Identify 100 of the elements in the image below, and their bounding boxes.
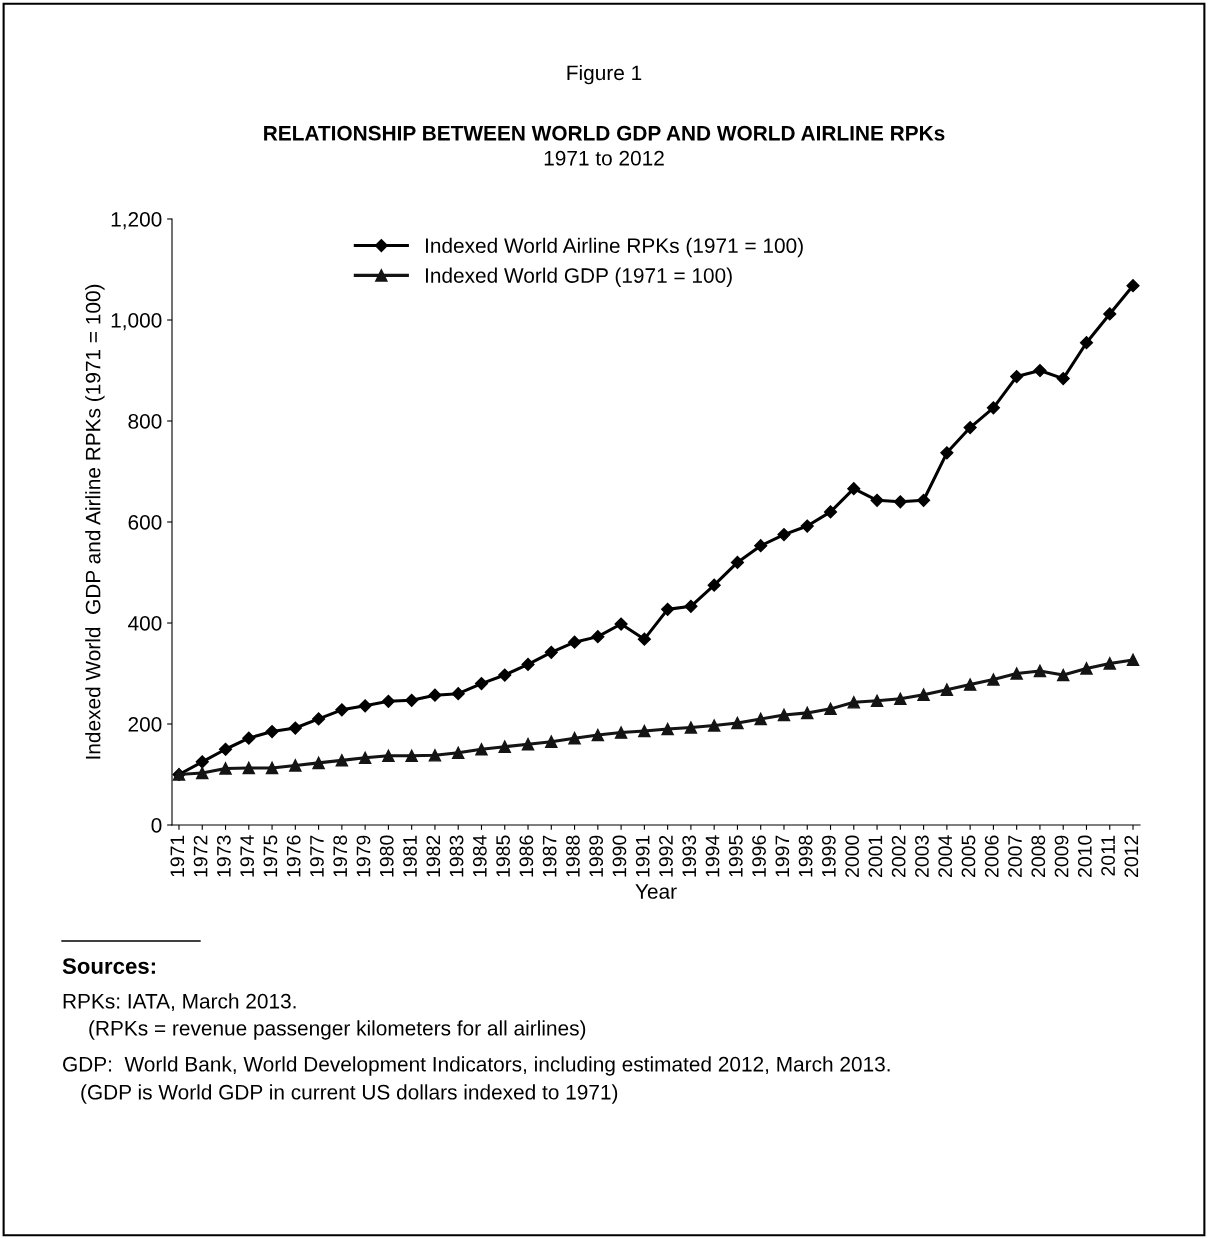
x-axis-title: Year [635, 884, 677, 899]
x-tick-label: 1994 [705, 835, 720, 877]
point [1010, 667, 1023, 680]
legend-label: Indexed World GDP (1971 = 100) [425, 267, 732, 287]
point [707, 719, 721, 732]
x-tick-label: 1984 [472, 835, 487, 877]
point [428, 749, 442, 762]
point [428, 688, 442, 702]
chart-title: RELATIONSHIP BETWEEN WORLD GDP AND WORLD AIRLINE RPKs [264, 125, 945, 141]
point [265, 761, 279, 775]
x-tick-label: 1972 [193, 835, 208, 877]
point [242, 761, 256, 775]
x-tick-label: 1991 [635, 835, 650, 877]
point [358, 751, 372, 765]
point [545, 735, 558, 748]
point [847, 696, 861, 709]
x-tick-label: 1985 [496, 835, 510, 877]
point [195, 755, 209, 769]
x-tick-label: 1981 [403, 835, 417, 877]
x-tick-label: 1975 [263, 835, 278, 877]
point [987, 673, 1000, 686]
point [940, 683, 954, 696]
text: (GDP is World GDP in current US dollars indexed to 1971) [81, 1084, 618, 1104]
x-tick-label: 1971 [170, 835, 185, 877]
point [219, 762, 232, 775]
x-tick-label: 1987 [542, 835, 557, 877]
point [638, 724, 651, 738]
point [637, 632, 651, 646]
x-tick-label: 1974 [240, 835, 255, 877]
point [917, 493, 931, 507]
y-tick-label: 800 [128, 414, 162, 429]
point [1056, 668, 1070, 682]
point [498, 740, 512, 753]
point [661, 602, 675, 616]
x-tick-label: 2005 [961, 835, 976, 877]
point [312, 712, 326, 726]
x-tick-label: 1997 [775, 835, 790, 877]
point [940, 446, 954, 460]
x-tick-label: 1982 [426, 835, 441, 877]
x-tick-label: 1986 [519, 835, 534, 877]
point [405, 693, 419, 707]
x-tick-label: 1996 [752, 835, 766, 877]
x-tick-label: 1973 [216, 835, 231, 877]
x-tick-label: 1998 [798, 835, 813, 877]
point [986, 401, 1000, 415]
point [289, 759, 302, 772]
point [847, 482, 861, 496]
x-tick-label: 2001 [868, 835, 883, 877]
point [591, 728, 605, 742]
point [684, 721, 698, 734]
point [1079, 336, 1094, 350]
x-tick-label: 1995 [728, 835, 743, 877]
x-tick-label: 1977 [310, 835, 324, 877]
point [917, 688, 930, 701]
x-tick-label: 1978 [333, 835, 348, 877]
x-tick-label: 1988 [566, 835, 580, 877]
x-tick-label: 1993 [682, 835, 697, 877]
point [544, 645, 558, 659]
point [614, 726, 628, 739]
point [963, 420, 977, 435]
x-tick-label: 2000 [845, 835, 860, 877]
y-axis-title: Indexed World GDP and Airline RPKs (1971 = 100) [85, 284, 105, 759]
y-tick-label: 1,000 [111, 313, 162, 331]
point [1126, 279, 1140, 293]
point [777, 528, 791, 542]
x-tick-label: 1990 [612, 835, 627, 877]
point [195, 766, 209, 780]
point [824, 702, 837, 716]
point [823, 505, 838, 519]
point [754, 539, 768, 553]
point [870, 493, 884, 507]
point [777, 708, 791, 722]
x-tick-label: 1989 [589, 835, 604, 877]
point [475, 742, 488, 756]
point [498, 668, 512, 682]
point [614, 617, 628, 631]
text: RPKs: IATA, March 2013. [63, 993, 296, 1012]
y-tick-label: 1,200 [111, 212, 162, 230]
legend-label: Indexed World Airline RPKs (1971 = 100) [425, 237, 803, 258]
point [684, 599, 698, 613]
point [288, 721, 302, 735]
text: GDP: World Bank, World Development Indicators, including estimated 2012, March 2013. [63, 1056, 890, 1076]
point [405, 749, 418, 763]
point [754, 712, 767, 726]
point [568, 731, 581, 745]
point [242, 731, 256, 745]
point [893, 495, 907, 509]
point [567, 635, 582, 649]
point [1080, 662, 1093, 675]
x-tick-label: 1976 [286, 835, 301, 877]
x-tick-label: 2006 [984, 835, 999, 877]
point [800, 706, 814, 720]
point [382, 749, 395, 763]
x-tick-label: 2003 [915, 835, 929, 877]
point [591, 630, 605, 644]
x-tick-label: 2007 [1008, 835, 1022, 877]
y-tick-label: 200 [128, 717, 162, 732]
x-tick-label: 2010 [1077, 835, 1092, 877]
y-tick-label: 0 [151, 818, 162, 833]
point [707, 578, 721, 592]
